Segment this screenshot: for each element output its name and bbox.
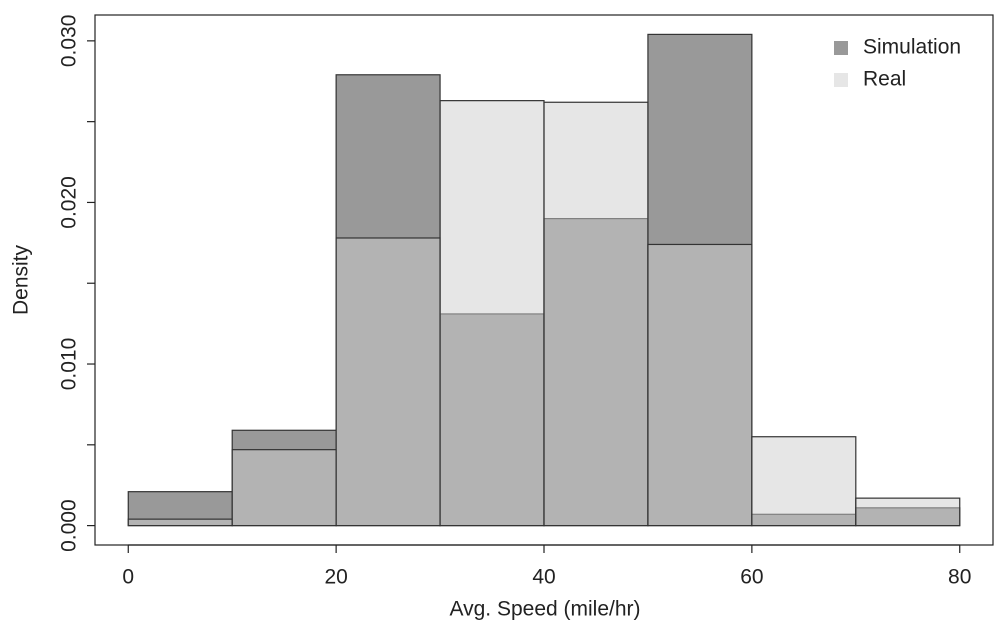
y-tick-label: 0.010 bbox=[58, 338, 81, 391]
bar bbox=[231, 449, 337, 527]
legend-swatch bbox=[834, 73, 848, 87]
bar bbox=[647, 243, 753, 527]
bar bbox=[335, 237, 441, 527]
x-tick-label: 80 bbox=[948, 566, 971, 589]
legend-swatch bbox=[834, 41, 848, 55]
bar bbox=[439, 100, 545, 527]
bar bbox=[543, 101, 649, 527]
bar bbox=[855, 497, 961, 527]
x-tick-label: 0 bbox=[122, 566, 134, 589]
bar bbox=[127, 518, 233, 527]
y-tick-label: 0.020 bbox=[58, 176, 81, 229]
legend-label: Real bbox=[863, 68, 906, 91]
x-tick-label: 20 bbox=[324, 566, 347, 589]
x-tick-label: 40 bbox=[532, 566, 555, 589]
legend-label: Simulation bbox=[863, 36, 961, 59]
x-tick-label: 60 bbox=[740, 566, 763, 589]
y-tick-label: 0.030 bbox=[58, 15, 81, 68]
y-tick-label: 0.000 bbox=[58, 499, 81, 552]
x-axis-label: Avg. Speed (mile/hr) bbox=[449, 598, 640, 621]
y-axis-label: Density bbox=[10, 244, 33, 315]
bar bbox=[751, 436, 857, 527]
